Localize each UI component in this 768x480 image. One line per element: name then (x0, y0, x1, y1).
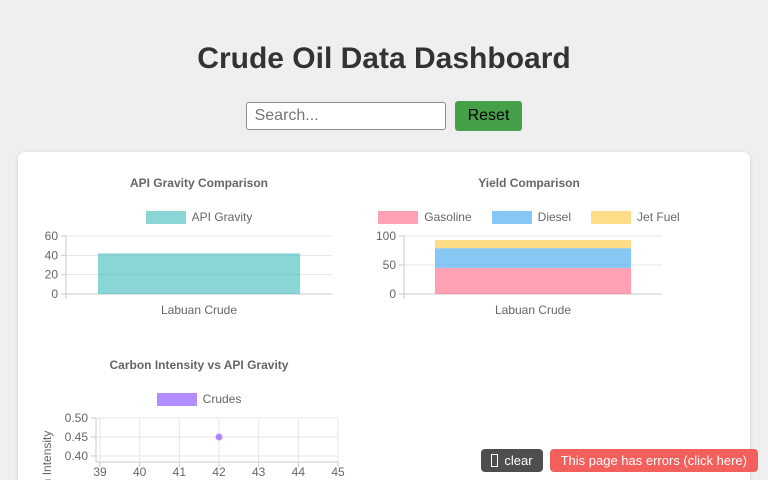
dashboard-card: API Gravity Comparison API Gravity 0 20 40… (18, 152, 750, 480)
legend-item-crudes[interactable]: Crudes (156, 392, 242, 406)
svg-text:Labuan Crude: Labuan Crude (161, 303, 237, 317)
legend-item-api-gravity[interactable]: API Gravity (145, 210, 253, 224)
legend-swatch (591, 210, 632, 224)
legend-label: Jet Fuel (637, 210, 680, 224)
api-gravity-chart-canvas: 0 20 40 60 Labuan Crude (45, 230, 332, 317)
legend-swatch (156, 392, 197, 406)
reset-button[interactable]: Reset (454, 101, 523, 131)
chart-yield: Yield Comparison Gasoline Diesel Jet Fue… (364, 168, 694, 322)
clear-button[interactable]: clear (481, 449, 543, 472)
svg-text:41: 41 (173, 465, 187, 479)
svg-text:Labuan Crude: Labuan Crude (495, 303, 571, 317)
chart-title: API Gravity Comparison (129, 176, 269, 190)
legend-label: Diesel (537, 210, 572, 224)
svg-text:0.50: 0.50 (65, 412, 89, 425)
y-axis-label: Carbon Intensity (40, 430, 54, 480)
svg-text:0.45: 0.45 (65, 430, 89, 444)
svg-text:42: 42 (212, 465, 226, 479)
svg-text:50: 50 (383, 258, 397, 272)
chart-api-gravity: API Gravity Comparison API Gravity 0 20 40… (34, 168, 364, 322)
chart-title: Yield Comparison (478, 176, 580, 190)
chart-legend: Crudes (34, 392, 364, 406)
svg-text:40: 40 (45, 248, 59, 262)
yield-chart-canvas: 0 50 100 Labuan Crude (376, 230, 662, 317)
svg-text:44: 44 (292, 465, 306, 479)
legend-swatch (145, 210, 186, 224)
legend-label: Crudes (202, 392, 242, 406)
legend-swatch (378, 210, 419, 224)
svg-text:0: 0 (51, 287, 58, 301)
legend-item-gasoline[interactable]: Gasoline (378, 210, 472, 224)
legend-item-diesel[interactable]: Diesel (491, 210, 572, 224)
charts-row: API Gravity Comparison API Gravity 0 20 40… (34, 168, 734, 322)
svg-text:0: 0 (389, 287, 396, 301)
svg-text:40: 40 (133, 465, 147, 479)
chart-carbon-intensity: Carbon Intensity vs API Gravity Crudes C… (34, 358, 364, 480)
scatter-wrap: Carbon Intensity 0.40 0.45 0.50 39 40 41 42 43 4… (34, 412, 364, 480)
scatter-chart-canvas: 0.40 0.45 0.50 39 40 41 42 43 44 45 (65, 412, 345, 479)
chart-legend: API Gravity (34, 210, 364, 224)
legend-swatch (491, 210, 532, 224)
legend-label: Gasoline (424, 210, 472, 224)
page-title: Crude Oil Data Dashboard (197, 42, 571, 75)
legend-label: API Gravity (191, 210, 253, 224)
missing-glyph-icon (491, 454, 499, 467)
controls-bar: Reset (0, 101, 768, 131)
chart-title: Carbon Intensity vs API Gravity (109, 358, 289, 372)
svg-text:0.40: 0.40 (65, 449, 89, 463)
legend-item-jet-fuel[interactable]: Jet Fuel (591, 210, 680, 224)
status-bar: clear This page has errors (click here) (481, 449, 758, 472)
svg-text:20: 20 (45, 268, 59, 282)
svg-text:43: 43 (252, 465, 266, 479)
svg-text:60: 60 (45, 230, 59, 243)
error-banner[interactable]: This page has errors (click here) (549, 449, 758, 472)
search-input[interactable] (245, 102, 446, 130)
svg-text:39: 39 (93, 465, 107, 479)
svg-text:100: 100 (376, 230, 396, 243)
clear-label: clear (504, 453, 533, 468)
chart-legend: Gasoline Diesel Jet Fuel (364, 210, 694, 224)
svg-text:45: 45 (331, 465, 345, 479)
